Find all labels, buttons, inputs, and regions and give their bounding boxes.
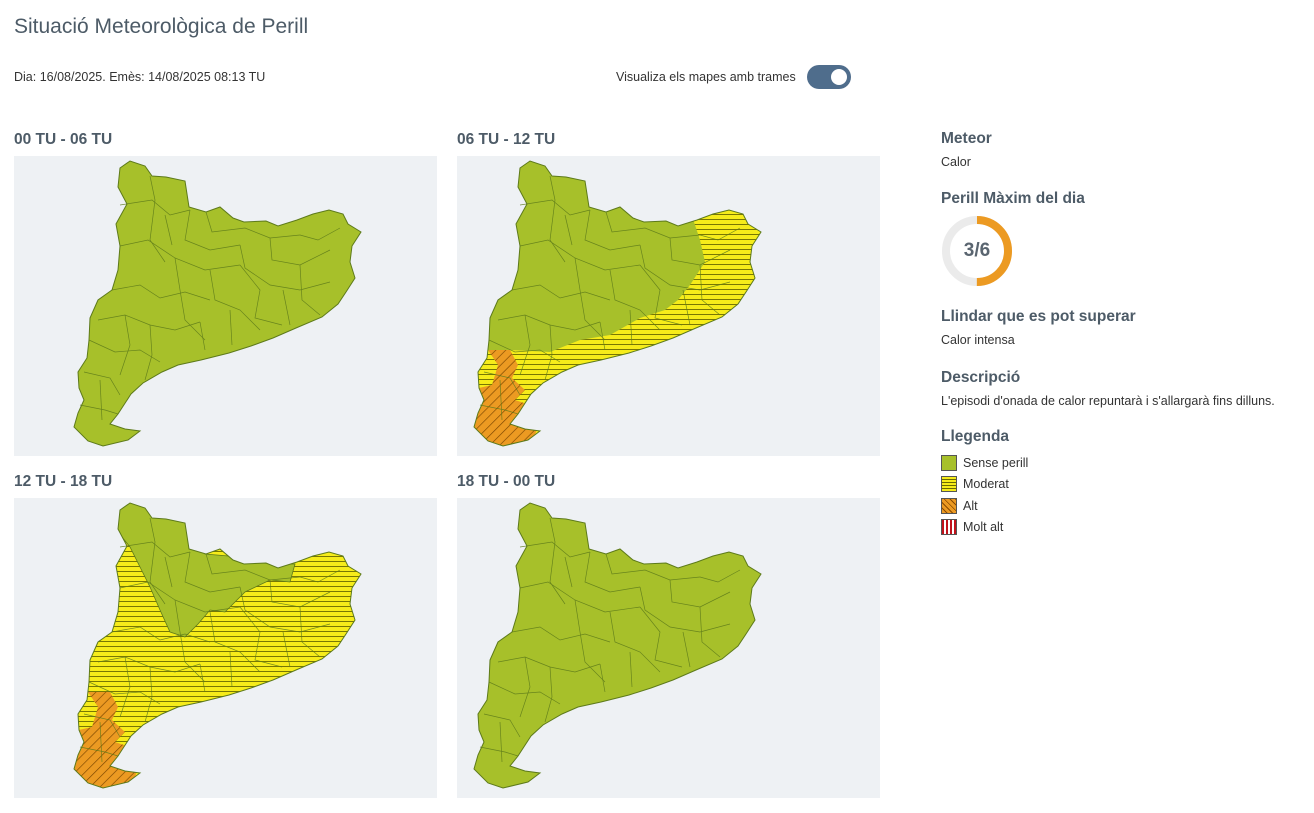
description-title: Descripció — [941, 369, 1021, 386]
date-line: Dia: 16/08/2025. Emès: 14/08/2025 08:13 … — [14, 70, 266, 84]
catalonia-map — [73, 502, 362, 789]
legend-item: Sense perill — [941, 452, 1028, 474]
map-panel-06-12[interactable] — [457, 156, 880, 456]
toggle-label: Visualiza els mapes amb trames — [616, 70, 796, 84]
catalonia-map — [73, 160, 362, 447]
map-period-label: 12 TU - 18 TU — [14, 473, 113, 490]
meteor-value: Calor — [941, 155, 971, 169]
toggle-knob[interactable] — [830, 69, 847, 85]
legend-label: Molt alt — [963, 520, 1004, 535]
legend-swatch-alt — [941, 497, 957, 514]
max-danger-title: Perill Màxim del dia — [941, 190, 1085, 207]
map-panel-00-06[interactable] — [14, 156, 437, 456]
map-period-label: 06 TU - 12 TU — [457, 131, 556, 148]
legend-label: Alt — [963, 498, 978, 513]
legend-item: Alt — [941, 495, 1028, 517]
legend-title: Llegenda — [941, 428, 1010, 445]
legend-swatch-moderat — [941, 476, 957, 493]
region-moderat — [74, 503, 361, 788]
max-danger-value: 3/6 — [963, 240, 991, 261]
catalonia-map — [473, 502, 762, 789]
threshold-value: Calor intensa — [941, 333, 1015, 347]
legend-list: Sense perill Moderat Alt Molt alt — [941, 452, 1028, 538]
legend-label: Sense perill — [963, 455, 1029, 470]
map-period-label: 00 TU - 06 TU — [14, 131, 113, 148]
region-sense-perill — [117, 503, 296, 638]
pattern-toggle-switch[interactable] — [806, 65, 851, 89]
legend-item: Molt alt — [941, 517, 1028, 539]
map-panel-12-18[interactable] — [14, 498, 437, 798]
meteor-title: Meteor — [941, 130, 992, 147]
page-title: Situació Meteorològica de Perill — [14, 15, 309, 38]
map-panel-18-00[interactable] — [457, 498, 880, 798]
legend-label: Moderat — [963, 477, 1009, 492]
legend-item: Moderat — [941, 474, 1028, 496]
pattern-toggle-control[interactable]: Visualiza els mapes amb trames — [616, 65, 851, 89]
max-danger-gauge: 3/6 — [941, 215, 1013, 287]
legend-swatch-molt-alt — [941, 519, 957, 536]
gauge-arc — [942, 216, 1012, 286]
region-sense-perill — [473, 502, 762, 789]
legend-swatch-sense-perill — [941, 454, 957, 471]
region-sense-perill — [73, 160, 362, 447]
map-period-label: 18 TU - 00 TU — [457, 473, 556, 490]
catalonia-map — [473, 160, 762, 447]
threshold-title: Llindar que es pot superar — [941, 308, 1136, 325]
description-value: L'episodi d'onada de calor repuntarà i s… — [941, 394, 1275, 408]
